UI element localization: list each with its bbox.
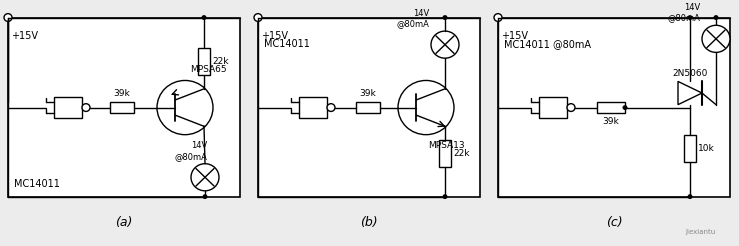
Bar (597, 102, 625, 113)
Bar (356, 102, 380, 113)
Text: MC14011: MC14011 (14, 179, 60, 189)
Text: 14V
@80mA: 14V @80mA (396, 9, 429, 28)
Text: 10k: 10k (698, 144, 715, 153)
Text: (b): (b) (360, 216, 378, 229)
Bar (54, 97, 82, 118)
Circle shape (202, 194, 208, 199)
Text: 22k: 22k (212, 57, 228, 66)
Circle shape (687, 15, 692, 20)
Text: +15V: +15V (501, 31, 528, 41)
Text: MC14011: MC14011 (264, 39, 310, 49)
Text: +15V: +15V (11, 31, 38, 41)
Circle shape (191, 164, 219, 191)
Bar (439, 139, 451, 167)
Circle shape (82, 104, 90, 111)
Circle shape (713, 15, 718, 20)
Circle shape (494, 14, 502, 21)
Text: MPSA13: MPSA13 (428, 141, 465, 151)
Circle shape (327, 104, 335, 111)
Circle shape (443, 194, 448, 199)
Circle shape (567, 104, 575, 111)
Circle shape (622, 105, 627, 110)
Text: 39k: 39k (114, 89, 130, 98)
Text: (a): (a) (115, 216, 133, 229)
Text: 39k: 39k (602, 117, 619, 126)
Circle shape (157, 80, 213, 135)
Bar (684, 135, 696, 162)
Text: 14V
@80mA: 14V @80mA (174, 141, 207, 161)
Circle shape (254, 14, 262, 21)
Circle shape (687, 194, 692, 199)
Bar (498, 17, 730, 197)
Text: jiexiantu: jiexiantu (685, 229, 715, 235)
Polygon shape (678, 81, 702, 105)
Bar (299, 97, 327, 118)
Text: 22k: 22k (453, 149, 469, 158)
Circle shape (443, 15, 448, 20)
Bar (539, 97, 567, 118)
Text: 14V
@80mA: 14V @80mA (667, 3, 700, 22)
Text: 39k: 39k (360, 89, 376, 98)
Text: 2N5060: 2N5060 (672, 69, 707, 77)
Text: MC14011 @80mA: MC14011 @80mA (504, 39, 591, 49)
Text: +15V: +15V (261, 31, 288, 41)
Bar (258, 17, 480, 197)
Bar (110, 102, 134, 113)
Circle shape (202, 15, 206, 20)
Circle shape (702, 25, 730, 52)
Text: MPSA65: MPSA65 (190, 65, 227, 74)
Bar (8, 17, 240, 197)
Circle shape (398, 80, 454, 135)
Circle shape (4, 14, 12, 21)
Text: (c): (c) (606, 216, 622, 229)
Bar (198, 47, 210, 75)
Circle shape (431, 31, 459, 58)
